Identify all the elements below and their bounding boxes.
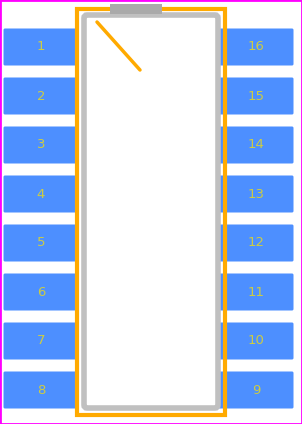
FancyBboxPatch shape <box>4 323 79 360</box>
Text: 9: 9 <box>252 383 260 396</box>
FancyBboxPatch shape <box>219 323 294 360</box>
Text: 1: 1 <box>37 41 45 53</box>
Text: 10: 10 <box>248 335 265 348</box>
FancyBboxPatch shape <box>219 273 294 310</box>
FancyBboxPatch shape <box>219 176 294 212</box>
FancyBboxPatch shape <box>4 126 79 164</box>
FancyBboxPatch shape <box>4 273 79 310</box>
Text: 8: 8 <box>37 383 45 396</box>
FancyBboxPatch shape <box>4 224 79 262</box>
Text: 2: 2 <box>37 89 45 103</box>
Text: 13: 13 <box>248 187 265 201</box>
Text: 11: 11 <box>248 285 265 298</box>
FancyBboxPatch shape <box>4 371 79 408</box>
Text: 15: 15 <box>248 89 265 103</box>
Text: 12: 12 <box>248 237 265 249</box>
Bar <box>110 4 162 14</box>
Text: 14: 14 <box>248 139 265 151</box>
Bar <box>77 9 225 415</box>
Text: 4: 4 <box>37 187 45 201</box>
Text: 6: 6 <box>37 285 45 298</box>
FancyBboxPatch shape <box>219 371 294 408</box>
Text: 7: 7 <box>37 335 45 348</box>
FancyBboxPatch shape <box>4 176 79 212</box>
Text: 5: 5 <box>37 237 45 249</box>
Text: 16: 16 <box>248 41 265 53</box>
Text: 3: 3 <box>37 139 45 151</box>
FancyBboxPatch shape <box>219 28 294 65</box>
FancyBboxPatch shape <box>4 78 79 114</box>
FancyBboxPatch shape <box>219 78 294 114</box>
FancyBboxPatch shape <box>219 126 294 164</box>
FancyBboxPatch shape <box>219 224 294 262</box>
FancyBboxPatch shape <box>4 28 79 65</box>
FancyBboxPatch shape <box>84 15 218 408</box>
